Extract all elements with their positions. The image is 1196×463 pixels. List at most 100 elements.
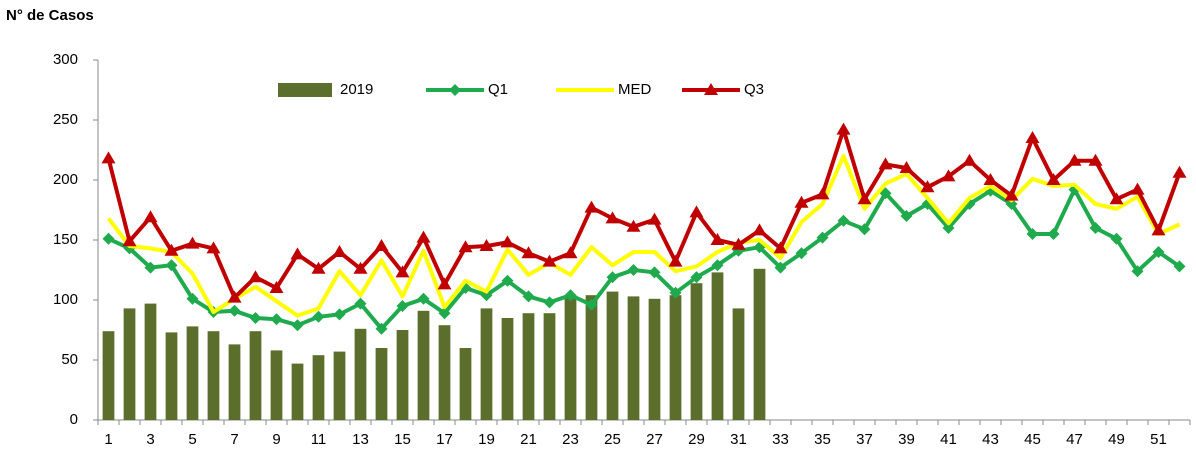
point: [1172, 165, 1187, 178]
point: [374, 239, 389, 251]
point: [396, 300, 409, 312]
x-tick-label: 11: [311, 431, 327, 448]
point: [543, 296, 556, 309]
x-tick-label: 29: [688, 431, 705, 448]
x-tick-label: 5: [188, 431, 196, 448]
x-tick-label: 17: [436, 431, 453, 448]
x-tick-label: 13: [352, 431, 369, 448]
point: [291, 319, 304, 332]
point: [689, 205, 704, 218]
bar: [354, 328, 367, 420]
x-tick-label: 7: [230, 431, 238, 448]
x-tick-label: 23: [562, 431, 579, 448]
point: [710, 233, 725, 245]
point: [878, 157, 893, 170]
bar: [144, 303, 157, 420]
point: [1047, 228, 1060, 240]
point: [563, 246, 578, 259]
point: [353, 261, 368, 274]
point: [332, 245, 347, 257]
point: [458, 240, 473, 253]
x-tick-label: 9: [272, 431, 280, 448]
x-tick-label: 25: [604, 431, 621, 448]
point: [900, 210, 913, 222]
point: [354, 297, 367, 310]
point: [942, 222, 955, 234]
bar: [459, 348, 472, 420]
bar: [480, 308, 493, 420]
point: [605, 211, 620, 224]
point: [647, 212, 662, 225]
bar: [753, 268, 766, 420]
point: [501, 274, 514, 287]
point: [521, 246, 536, 259]
point: [837, 214, 850, 227]
point: [143, 210, 158, 223]
x-tick-label: 21: [520, 431, 537, 448]
x-tick-label: 51: [1150, 431, 1167, 448]
y-tick-label: 150: [53, 231, 78, 248]
legend-marker: [704, 83, 718, 95]
bar: [291, 363, 304, 420]
bar: [165, 332, 178, 420]
x-tick-label: 1: [104, 431, 112, 448]
y-tick-label: 50: [61, 351, 78, 368]
point: [920, 180, 935, 193]
point: [1173, 260, 1186, 273]
bar: [186, 326, 199, 420]
y-axis-label: N° de Casos: [6, 7, 94, 24]
point: [962, 153, 977, 166]
point: [668, 254, 683, 267]
bar: [102, 331, 115, 420]
point: [1151, 223, 1166, 236]
point: [795, 247, 808, 260]
legend-swatch: [278, 83, 332, 97]
point: [584, 200, 599, 213]
point: [248, 270, 263, 283]
point: [941, 169, 956, 182]
point: [1109, 192, 1124, 205]
y-tick-label: 200: [53, 171, 78, 188]
x-tick-label: 41: [940, 431, 957, 448]
bar: [333, 351, 346, 420]
point: [1131, 265, 1144, 278]
x-tick-label: 43: [982, 431, 999, 448]
y-tick-label: 0: [70, 411, 78, 428]
bar: [585, 295, 598, 420]
point: [249, 312, 262, 324]
point: [165, 259, 178, 272]
line: [106, 127, 1182, 300]
bar: [732, 308, 745, 420]
x-tick-label: 19: [478, 431, 495, 448]
point: [669, 286, 682, 299]
point: [1004, 188, 1019, 201]
point: [185, 236, 200, 249]
point: [585, 298, 598, 311]
point: [312, 310, 325, 323]
point: [437, 277, 452, 290]
point: [816, 231, 829, 244]
point: [479, 239, 494, 251]
y-tick-label: 100: [53, 291, 78, 308]
bar: [648, 298, 661, 420]
point: [101, 151, 116, 164]
point: [606, 271, 619, 284]
bar: [249, 331, 262, 420]
point: [122, 234, 137, 247]
point: [395, 265, 410, 278]
x-tick-label: 45: [1024, 431, 1041, 448]
bar: [564, 295, 577, 420]
point: [333, 308, 346, 321]
point: [1046, 173, 1061, 185]
point: [1088, 153, 1103, 166]
point: [899, 161, 914, 173]
bar: [396, 330, 409, 420]
point: [794, 195, 809, 208]
point: [375, 322, 388, 335]
point: [1067, 153, 1082, 166]
point: [752, 223, 767, 236]
point: [627, 264, 640, 276]
bar: [438, 325, 451, 420]
point: [690, 271, 703, 284]
